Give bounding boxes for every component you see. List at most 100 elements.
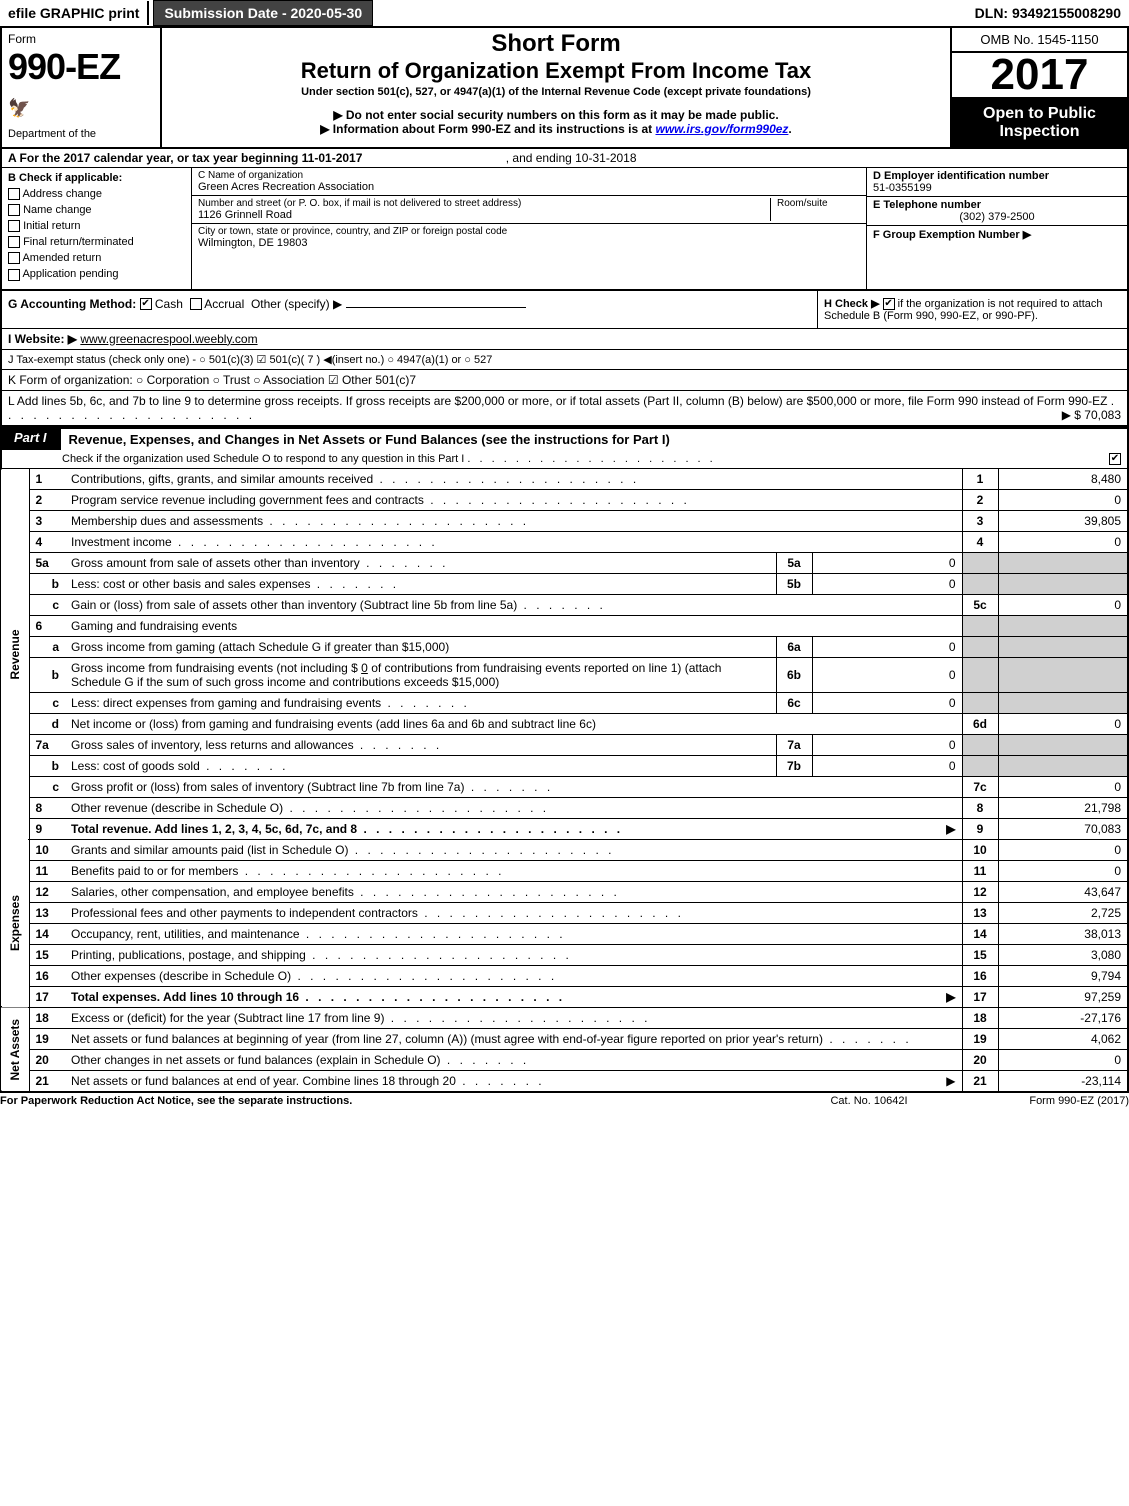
line-5c: c Gain or (loss) from sale of assets oth… [1, 594, 1128, 615]
line-17: 17 Total expenses. Add lines 10 through … [1, 986, 1128, 1007]
accrual-checkbox[interactable] [190, 298, 202, 310]
schedule-b-checkbox[interactable] [883, 298, 895, 310]
line-6b-contrib-amount: 0 [361, 661, 368, 675]
row-l-amount: ▶ $ 70,083 [1062, 408, 1121, 422]
city-state-zip: Wilmington, DE 19803 [198, 237, 860, 249]
row-a-ending: , and ending 10-31-2018 [506, 151, 637, 165]
irs-link[interactable]: www.irs.gov/form990ez [655, 122, 788, 136]
right-num: 5c [962, 594, 998, 615]
line-num: 12 [29, 881, 65, 902]
address-change-option[interactable]: Address change [8, 188, 185, 200]
org-name: Green Acres Recreation Association [198, 181, 860, 193]
initial-return-option[interactable]: Initial return [8, 220, 185, 232]
group-exemption-label: F Group Exemption Number ▶ [873, 229, 1031, 241]
line-num: 9 [29, 818, 65, 839]
column-d-identifiers: D Employer identification number 51-0355… [867, 168, 1127, 289]
line-desc: Gross amount from sale of assets other t… [71, 556, 449, 570]
line-desc: Gaming and fundraising events [65, 615, 962, 636]
name-change-option[interactable]: Name change [8, 204, 185, 216]
right-val: 97,259 [998, 986, 1128, 1007]
row-a-tax-year: A For the 2017 calendar year, or tax yea… [0, 149, 1129, 168]
form-number: 990-EZ [8, 46, 154, 88]
line-num: c [29, 594, 65, 615]
mid-num: 5b [776, 573, 812, 594]
line-desc: Gross income from fundraising events (no… [65, 657, 776, 692]
line-num: c [29, 692, 65, 713]
arrow-icon: ▶ [946, 990, 955, 1004]
line-desc: Investment income [71, 535, 438, 549]
cash-label: Cash [155, 297, 183, 311]
right-num: 20 [962, 1049, 998, 1070]
application-pending-label: Application pending [22, 268, 118, 280]
mid-val: 0 [812, 755, 962, 776]
right-num: 14 [962, 923, 998, 944]
line-desc: Salaries, other compensation, and employ… [71, 885, 620, 899]
cash-checkbox[interactable] [140, 298, 152, 310]
line-num: 2 [29, 489, 65, 510]
top-bar: efile GRAPHIC print Submission Date - 20… [0, 0, 1129, 28]
application-pending-option[interactable]: Application pending [8, 268, 185, 280]
h-label: H Check ▶ [824, 298, 880, 310]
right-num: 2 [962, 489, 998, 510]
mid-val: 0 [812, 734, 962, 755]
right-num: 1 [962, 469, 998, 490]
shaded-cell [962, 636, 998, 657]
right-val: 70,083 [998, 818, 1128, 839]
name-change-label: Name change [23, 204, 92, 216]
line-desc: Net assets or fund balances at end of ye… [71, 1074, 545, 1088]
line-1: Revenue 1 Contributions, gifts, grants, … [1, 469, 1128, 490]
final-return-option[interactable]: Final return/terminated [8, 236, 185, 248]
line-19: 19 Net assets or fund balances at beginn… [1, 1028, 1128, 1049]
header-middle: Short Form Return of Organization Exempt… [162, 28, 952, 147]
schedule-o-checkbox[interactable] [1109, 453, 1121, 465]
open-to-public-badge: Open to Public Inspection [952, 99, 1127, 147]
mid-num: 6a [776, 636, 812, 657]
right-val: 2,725 [998, 902, 1128, 923]
line-desc: Benefits paid to or for members [71, 864, 504, 878]
initial-return-label: Initial return [23, 220, 80, 232]
line-6a: a Gross income from gaming (attach Sched… [1, 636, 1128, 657]
right-val: 0 [998, 713, 1128, 734]
right-val: 0 [998, 776, 1128, 797]
shaded-cell [998, 755, 1128, 776]
mid-val: 0 [812, 657, 962, 692]
shaded-cell [962, 734, 998, 755]
right-num: 9 [962, 818, 998, 839]
line-14: 14 Occupancy, rent, utilities, and maint… [1, 923, 1128, 944]
shaded-cell [998, 552, 1128, 573]
shaded-cell [998, 615, 1128, 636]
line-num: 17 [29, 986, 65, 1007]
efile-print-button[interactable]: efile GRAPHIC print [0, 1, 149, 25]
line-num: b [29, 657, 65, 692]
right-val: 4,062 [998, 1028, 1128, 1049]
part-1-title: Revenue, Expenses, and Changes in Net As… [61, 427, 1129, 450]
tax-exempt-status: J Tax-exempt status (check only one) - ○… [8, 354, 492, 366]
dots [357, 822, 623, 836]
line-desc: Program service revenue including govern… [71, 493, 690, 507]
form-of-organization: K Form of organization: ○ Corporation ○ … [8, 373, 416, 387]
row-k-form-org: K Form of organization: ○ Corporation ○ … [0, 370, 1129, 391]
part-1-check-schedule-o: Check if the organization used Schedule … [0, 450, 1129, 469]
amended-return-option[interactable]: Amended return [8, 252, 185, 264]
line-21: 21 Net assets or fund balances at end of… [1, 1070, 1128, 1092]
line-num: 15 [29, 944, 65, 965]
check-o-text: Check if the organization used Schedule … [62, 453, 464, 465]
ein-value: 51-0355199 [873, 182, 1121, 194]
shaded-cell [962, 573, 998, 594]
shaded-cell [962, 657, 998, 692]
line-12: 12 Salaries, other compensation, and emp… [1, 881, 1128, 902]
street-address: 1126 Grinnell Road [198, 209, 770, 221]
paperwork-notice: For Paperwork Reduction Act Notice, see … [0, 1095, 769, 1107]
checkbox-icon [8, 236, 20, 248]
line-9: 9 Total revenue. Add lines 1, 2, 3, 4, 5… [1, 818, 1128, 839]
mid-val: 0 [812, 636, 962, 657]
other-specify-blank [346, 307, 526, 308]
column-b-checkboxes: B Check if applicable: Address change Na… [2, 168, 192, 289]
line-num: 19 [29, 1028, 65, 1049]
right-val: 8,480 [998, 469, 1128, 490]
column-c-org-info: C Name of organization Green Acres Recre… [192, 168, 867, 289]
mid-val: 0 [812, 552, 962, 573]
checkbox-icon [8, 269, 20, 281]
website-value[interactable]: www.greenacrespool.weebly.com [80, 332, 257, 346]
line-6b: b Gross income from fundraising events (… [1, 657, 1128, 692]
